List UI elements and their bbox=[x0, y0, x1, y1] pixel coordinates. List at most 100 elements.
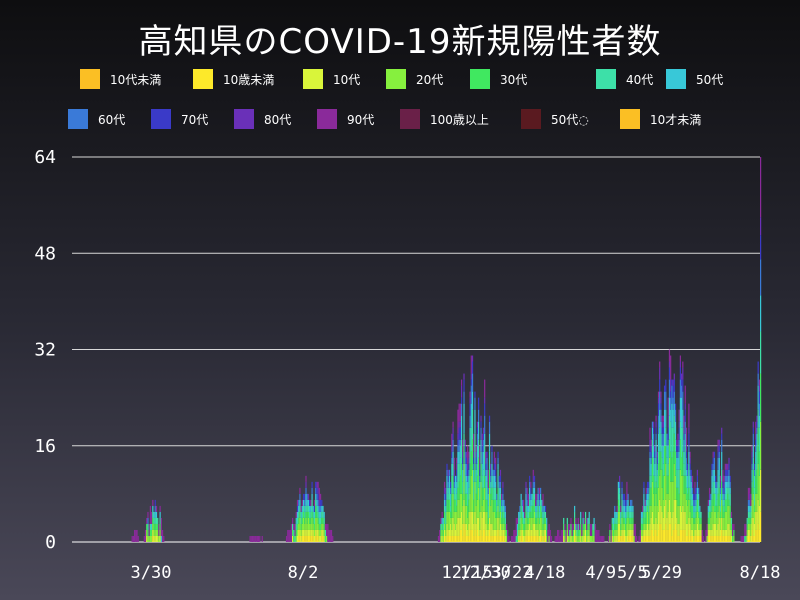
bar-segment bbox=[689, 511, 691, 524]
bar-segment bbox=[712, 493, 714, 506]
bar-segment bbox=[570, 535, 572, 542]
bar-segment bbox=[151, 535, 153, 542]
bar-segment bbox=[712, 481, 714, 494]
bar-segment bbox=[705, 529, 707, 542]
bar-segment bbox=[499, 511, 502, 524]
bar-segment bbox=[457, 535, 459, 542]
bar-segment bbox=[698, 535, 700, 542]
bar-segment bbox=[326, 535, 328, 542]
bar-segment bbox=[688, 463, 690, 488]
bar-segment bbox=[632, 535, 634, 542]
bar-segment bbox=[668, 397, 671, 416]
bar-segment bbox=[707, 499, 709, 506]
bar-segment bbox=[646, 493, 649, 500]
bar-segment bbox=[691, 517, 694, 530]
bar-segment bbox=[678, 439, 680, 452]
bar-segment bbox=[503, 529, 505, 536]
bar-segment bbox=[655, 415, 657, 422]
bar-segment bbox=[464, 523, 466, 530]
bar-segment bbox=[718, 475, 720, 488]
bar-segment bbox=[491, 451, 493, 464]
bar-segment bbox=[527, 529, 530, 536]
bar-segment bbox=[578, 523, 581, 530]
bar-segment bbox=[667, 439, 669, 446]
bar-segment bbox=[484, 433, 486, 446]
bar-segment bbox=[261, 535, 263, 542]
bar-segment bbox=[321, 499, 323, 506]
bar-segment bbox=[609, 529, 611, 536]
bar-segment bbox=[143, 535, 145, 542]
bar-segment bbox=[559, 535, 561, 542]
bar-segment bbox=[445, 511, 447, 524]
bar-segment bbox=[646, 481, 649, 488]
bar-segment bbox=[695, 499, 697, 506]
bar-segment bbox=[492, 511, 494, 530]
bar-segment bbox=[525, 511, 527, 518]
bar-segment bbox=[671, 379, 673, 386]
bar-segment bbox=[722, 487, 724, 494]
bar-segment bbox=[322, 505, 324, 512]
bar-segment bbox=[332, 535, 334, 542]
bar-segment bbox=[746, 523, 748, 530]
bar-segment bbox=[487, 517, 489, 524]
bar-segment bbox=[147, 535, 149, 542]
bar-segment bbox=[460, 397, 463, 404]
bar-segment bbox=[460, 415, 463, 440]
bar-segment bbox=[643, 529, 645, 536]
bar-segment bbox=[725, 535, 728, 542]
bar-segment bbox=[722, 535, 724, 542]
bar-segment bbox=[521, 529, 523, 536]
bar-segment bbox=[299, 511, 301, 518]
bar-segment bbox=[680, 385, 683, 398]
legend-swatch bbox=[303, 69, 323, 89]
bar-segment bbox=[707, 529, 709, 536]
bar-segment bbox=[315, 481, 317, 488]
bar-segment bbox=[469, 391, 471, 398]
bar-segment bbox=[163, 535, 165, 542]
bar-segment bbox=[758, 505, 760, 530]
bar-segment bbox=[730, 511, 733, 518]
bar-segment bbox=[662, 463, 664, 476]
bar-segment bbox=[614, 517, 616, 524]
bar-segment bbox=[482, 427, 485, 434]
legend-row-2: 60代 70代 80代 90代 100歳以上 50代◌ 10才未満 bbox=[0, 107, 800, 133]
bar-segment bbox=[713, 535, 716, 542]
bar-segment bbox=[451, 517, 453, 530]
bar-segment bbox=[565, 529, 567, 542]
bar-segment bbox=[725, 469, 728, 476]
bar-segment bbox=[622, 505, 624, 512]
bar-segment bbox=[499, 481, 502, 488]
bar-segment bbox=[620, 511, 622, 518]
bar-segment bbox=[581, 535, 583, 542]
bar-segment bbox=[521, 517, 523, 524]
bar-segment bbox=[721, 529, 723, 542]
bar-segment bbox=[632, 505, 634, 512]
bar-segment bbox=[152, 511, 154, 518]
bar-segment bbox=[475, 451, 477, 458]
bar-segment bbox=[679, 361, 681, 368]
bar-segment bbox=[682, 391, 684, 410]
bar-segment bbox=[588, 517, 590, 524]
bar-segment bbox=[460, 385, 463, 398]
bar-segment bbox=[518, 511, 520, 518]
bar-segment bbox=[711, 511, 713, 530]
bar-segment bbox=[479, 487, 481, 500]
bar-segment bbox=[316, 529, 318, 536]
bar-segment bbox=[541, 499, 543, 506]
bar-segment bbox=[441, 523, 443, 530]
bar-segment bbox=[451, 535, 453, 542]
bar-segment bbox=[306, 499, 308, 506]
bar-segment bbox=[671, 517, 673, 536]
bar-segment bbox=[574, 505, 576, 512]
bar-segment bbox=[465, 451, 468, 458]
bar-segment bbox=[301, 529, 303, 536]
bar-segment bbox=[527, 511, 530, 518]
bar-segment bbox=[629, 535, 632, 542]
bar-segment bbox=[622, 499, 624, 506]
bar-segment bbox=[685, 469, 688, 476]
bar-segment bbox=[750, 517, 752, 524]
bar-segment bbox=[493, 457, 496, 464]
bar-segment bbox=[543, 517, 545, 524]
bar-segment bbox=[713, 451, 716, 458]
bar-segment bbox=[445, 499, 447, 506]
